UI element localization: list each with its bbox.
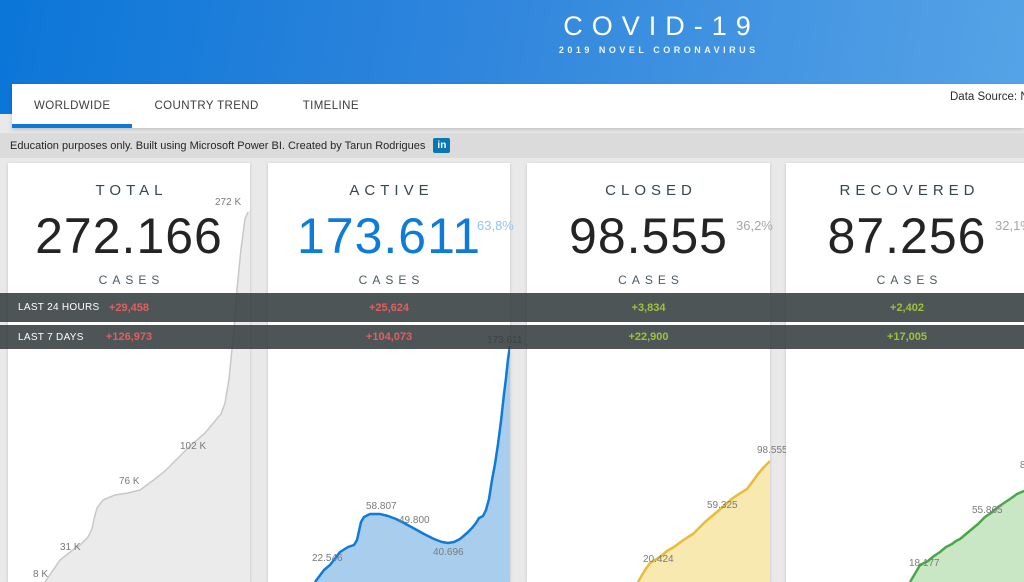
chart-point-label: 76 K — [119, 476, 140, 487]
tab-timeline[interactable]: TIMELINE — [281, 84, 381, 128]
tab-timeline-label: TIMELINE — [302, 100, 359, 112]
card-total-value: 272.166 — [35, 208, 223, 264]
total-last-7d-value: +126,973 — [105, 331, 153, 343]
tab-worldwide-label: WORLDWIDE — [34, 100, 111, 112]
active-last-24h-value: +25,624 — [368, 301, 410, 314]
last-24-hours-label: LAST 24 HOURS — [18, 302, 100, 313]
card-closed-percent: 36,2% — [736, 218, 773, 233]
card-recovered-value: 87.256 — [827, 208, 987, 264]
chart-point-label: 8 K — [33, 569, 49, 580]
card-active-percent: 63,8% — [477, 218, 514, 233]
tab-country-trend[interactable]: COUNTRY TREND — [132, 84, 280, 128]
chart-point-label: 58.807 — [366, 501, 397, 512]
chart-point-label: 272 K — [215, 197, 242, 208]
recovered-area-chart — [908, 489, 1024, 582]
closed-last-24h-value: +3,834 — [631, 301, 666, 314]
card-closed-value: 98.555 — [569, 208, 728, 264]
card-active: 22.546 58.807 49.800 40.696 173.611 ACTI… — [268, 163, 522, 582]
tab-country-trend-label: COUNTRY TREND — [154, 100, 259, 112]
card-total-title: TOTAL — [95, 182, 168, 199]
total-last-24h-value: +29,458 — [108, 301, 150, 314]
tab-bar: WORLDWIDE COUNTRY TREND TIMELINE Data So… — [12, 84, 1024, 128]
chart-point-label: 20.424 — [643, 554, 674, 565]
last-24-hours-band: LAST 24 HOURS +29,458 +25,624 +3,834 +2,… — [0, 293, 1024, 322]
last-7-days-band: LAST 7 DAYS +126,973 +104,073 +22,900 +1… — [0, 325, 1024, 349]
closed-area-chart — [636, 460, 770, 582]
card-total-unit: CASES — [98, 273, 165, 287]
page-title: COVID-19 — [563, 11, 760, 41]
tab-worldwide[interactable]: WORLDWIDE — [12, 84, 133, 128]
card-active-unit: CASES — [358, 273, 425, 287]
chart-point-label: 102 K — [180, 441, 207, 452]
chart-point-label: 18.177 — [909, 558, 940, 569]
data-source-label: Data Source: No — [950, 91, 1024, 103]
chart-point-label: 98.555 — [757, 445, 788, 456]
recovered-last-7d-value: +17,005 — [886, 331, 928, 343]
closed-last-7d-value: +22,900 — [628, 331, 669, 343]
chart-point-label: 49.800 — [399, 515, 430, 526]
chart-point-label: 31 K — [60, 542, 81, 553]
header-title-block: COVID-19 2019 NOVEL CORONAVIRUS — [537, 11, 777, 55]
chart-point-label: 59.325 — [707, 500, 738, 511]
card-recovered-percent: 32,1% — [995, 218, 1024, 233]
card-recovered-unit: CASES — [876, 273, 943, 287]
active-tab-indicator — [12, 124, 133, 128]
card-closed: 20.424 59.325 98.555 CLOSED 98.555 36,2%… — [527, 163, 788, 582]
credit-bar: Education purposes only. Built using Mic… — [0, 133, 1024, 158]
last-7-days-label: LAST 7 DAYS — [18, 331, 84, 343]
card-recovered: 18.177 55.865 87.256 RECOVERED 87.256 32… — [786, 163, 1024, 582]
card-closed-title: CLOSED — [605, 182, 697, 199]
chart-point-label: 22.546 — [312, 553, 343, 564]
chart-point-label: 55.865 — [972, 505, 1003, 516]
linkedin-icon[interactable]: in — [433, 138, 451, 153]
header-banner: COVID-19 2019 NOVEL CORONAVIRUS — [0, 0, 1024, 84]
page-subtitle: 2019 NOVEL CORONAVIRUS — [558, 45, 759, 55]
card-closed-unit: CASES — [618, 273, 684, 287]
credit-text: Education purposes only. Built using Mic… — [10, 139, 426, 152]
chart-point-label: 87.256 — [1020, 460, 1024, 471]
card-total: 8 K 31 K 76 K 102 K 272 K TOTAL 272.166 … — [8, 163, 250, 582]
card-active-title: ACTIVE — [349, 182, 434, 199]
active-last-7d-value: +104,073 — [365, 331, 413, 343]
card-active-value: 173.611 — [296, 208, 482, 264]
recovered-last-24h-value: +2,402 — [890, 301, 924, 314]
card-recovered-title: RECOVERED — [839, 182, 980, 199]
chart-point-label: 40.696 — [433, 547, 464, 558]
active-area-chart — [314, 345, 510, 582]
